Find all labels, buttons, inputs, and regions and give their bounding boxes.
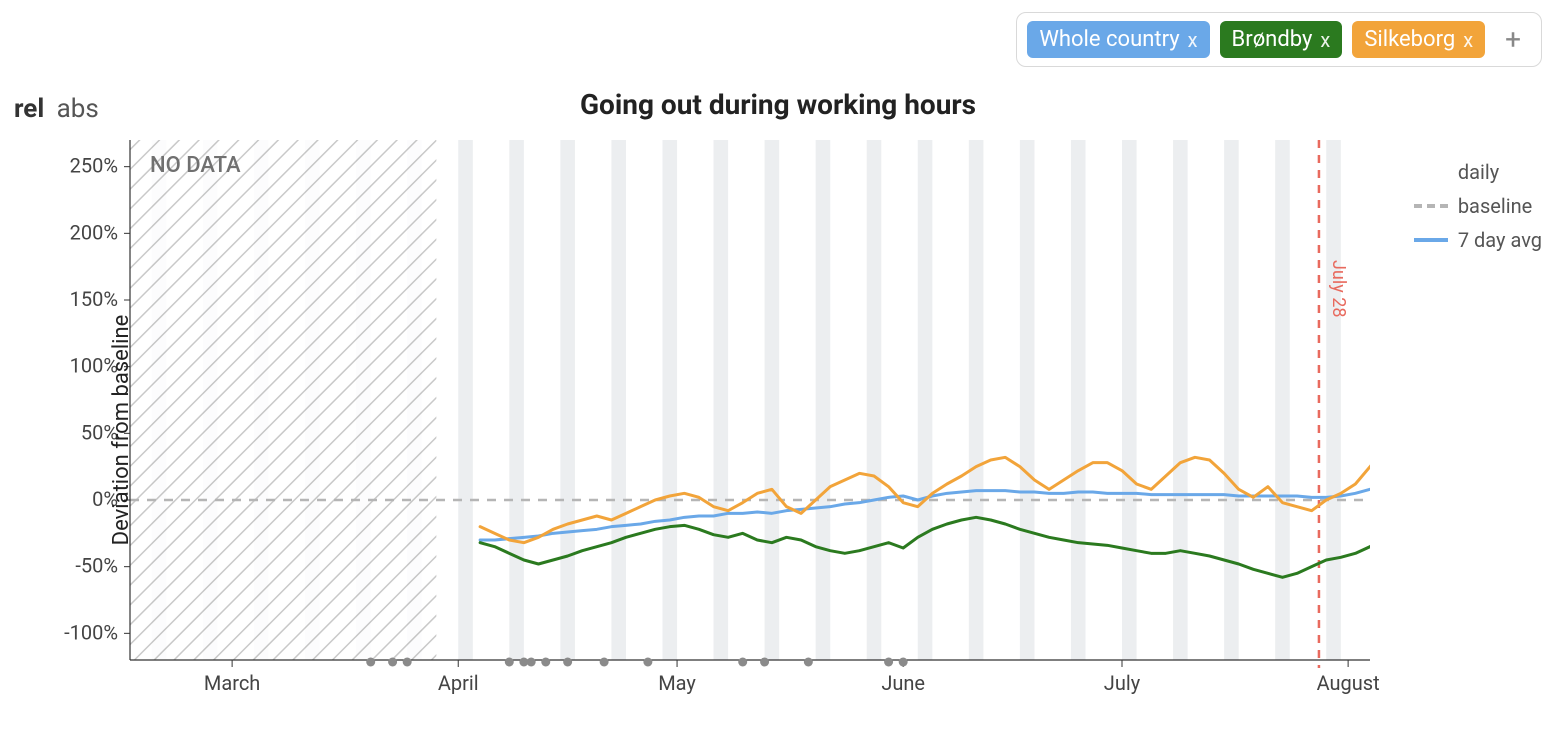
svg-text:-100%: -100% [64,620,118,644]
series-tag[interactable]: Brøndby x [1220,21,1343,58]
svg-text:May: May [658,671,696,695]
legend-baseline: baseline [1414,194,1542,218]
series-tag-bar: Whole country x Brøndby x Silkeborg x + [1016,12,1542,67]
svg-text:June: June [881,671,925,695]
svg-text:July 28: July 28 [1328,260,1349,317]
chart-svg: NO DATA-100%-50%0%50%100%150%200%250%Mar… [0,140,1556,720]
svg-text:250%: 250% [70,154,118,178]
remove-tag-icon[interactable]: x [1463,28,1473,52]
series-tag[interactable]: Whole country x [1027,21,1209,58]
y-axis-label: Deviation from baseline [109,315,134,546]
legend-title: daily [1414,160,1542,184]
series-tag[interactable]: Silkeborg x [1352,21,1485,58]
chart-title: Going out during working hours [0,88,1556,121]
svg-text:-50%: -50% [75,554,118,578]
svg-text:July: July [1104,671,1141,695]
chart-container: Deviation from baseline NO DATA -100% -50%… [0,140,1556,720]
legend-baseline-label: baseline [1458,194,1532,218]
legend-avg-label: 7 day avg [1458,228,1542,252]
remove-tag-icon[interactable]: x [1188,28,1198,52]
add-series-button[interactable]: + [1495,23,1531,56]
series-tag-label: Whole country [1039,27,1179,52]
svg-text:NO DATA: NO DATA [150,153,241,178]
legend: daily baseline 7 day avg [1414,160,1542,262]
series-tag-label: Brøndby [1232,27,1313,52]
legend-avg: 7 day avg [1414,228,1542,252]
svg-text:March: March [204,671,260,695]
svg-text:April: April [438,671,479,695]
svg-text:150%: 150% [70,287,118,311]
series-tag-label: Silkeborg [1364,27,1455,52]
remove-tag-icon[interactable]: x [1320,28,1330,52]
svg-text:200%: 200% [70,220,118,244]
svg-text:August: August [1317,671,1380,695]
